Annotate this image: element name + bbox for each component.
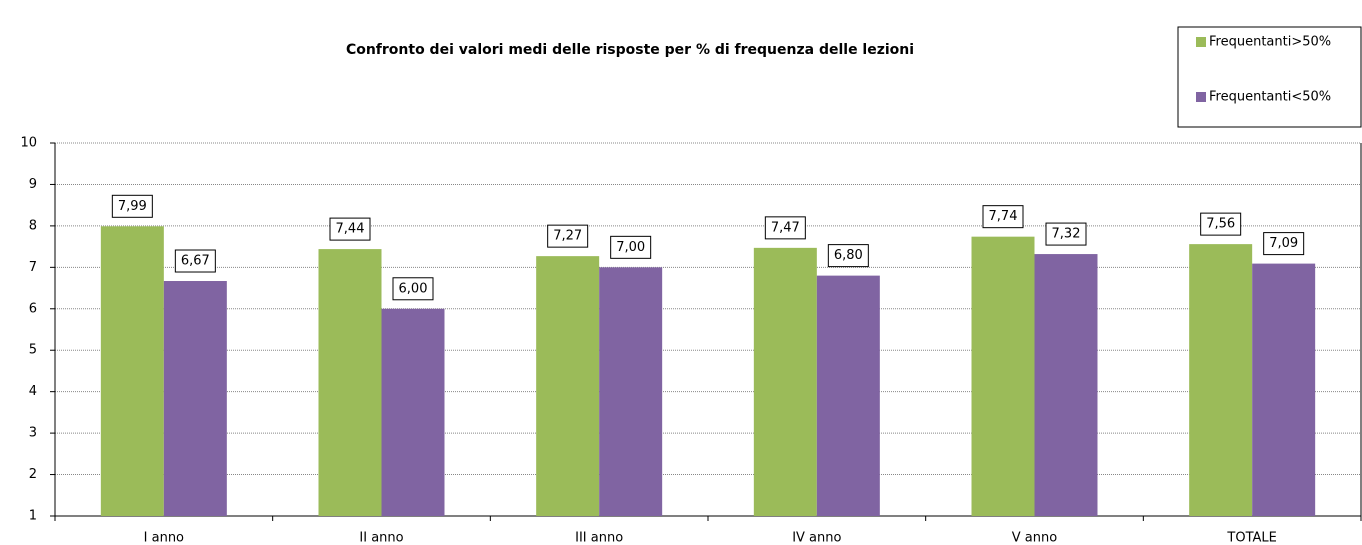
y-tick-label: 3 <box>29 426 37 441</box>
y-tick-label: 9 <box>29 177 37 192</box>
legend-box <box>1177 26 1362 128</box>
bar <box>599 267 663 516</box>
value-label: 7,27 <box>553 229 582 244</box>
x-tick-label: II anno <box>359 531 403 545</box>
legend-label: Frequentanti>50% <box>1209 35 1331 50</box>
x-tick-label: IV anno <box>792 531 841 545</box>
bar <box>816 275 880 516</box>
value-label: 6,80 <box>834 248 863 263</box>
y-tick-label: 4 <box>29 384 37 399</box>
value-label-box <box>1263 232 1305 256</box>
legend-swatch <box>1196 37 1206 47</box>
value-label: 7,09 <box>1269 236 1298 251</box>
value-label: 7,44 <box>336 222 365 237</box>
y-tick-label: 8 <box>29 218 37 233</box>
value-label-box <box>764 216 806 240</box>
value-label: 6,67 <box>181 254 210 269</box>
value-label: 7,56 <box>1206 217 1235 232</box>
chart-title: Confronto dei valori medi delle risposte… <box>346 42 914 58</box>
y-tick-label: 7 <box>29 260 37 275</box>
value-label-box <box>174 249 216 273</box>
bar <box>381 308 445 516</box>
legend-swatch <box>1196 92 1206 102</box>
y-tick-label: 5 <box>29 343 37 358</box>
bar <box>163 281 227 516</box>
x-tick-label: III anno <box>575 531 623 545</box>
legend-label: Frequentanti<50% <box>1209 90 1331 105</box>
value-label-box <box>1045 222 1087 246</box>
value-label-box <box>1200 212 1242 236</box>
x-tick-label: TOTALE <box>1226 531 1276 545</box>
bar <box>100 226 164 516</box>
x-tick-label: I anno <box>144 531 184 545</box>
x-tick-label: V anno <box>1012 531 1057 545</box>
bar <box>1252 263 1316 516</box>
value-label-box <box>329 217 371 241</box>
value-label-box <box>827 244 869 268</box>
value-label: 7,99 <box>118 199 147 214</box>
value-label-box <box>982 205 1024 229</box>
bar <box>1034 254 1098 516</box>
bar <box>318 249 382 516</box>
y-tick-label: 10 <box>20 136 37 151</box>
bar <box>753 247 817 517</box>
value-label-box <box>111 194 153 218</box>
bar <box>536 256 600 516</box>
value-label-box <box>610 235 652 259</box>
value-label: 7,00 <box>616 240 645 255</box>
value-label: 7,47 <box>771 220 800 235</box>
value-label: 7,32 <box>1052 227 1081 242</box>
y-tick-label: 1 <box>29 509 37 524</box>
value-label-box <box>547 224 589 248</box>
y-tick-label: 6 <box>29 301 37 316</box>
value-label: 7,74 <box>989 209 1018 224</box>
y-tick-label: 2 <box>29 467 37 482</box>
bar <box>1189 244 1253 516</box>
value-label-box <box>392 277 434 301</box>
bar <box>971 236 1035 517</box>
value-label: 6,00 <box>399 281 428 296</box>
